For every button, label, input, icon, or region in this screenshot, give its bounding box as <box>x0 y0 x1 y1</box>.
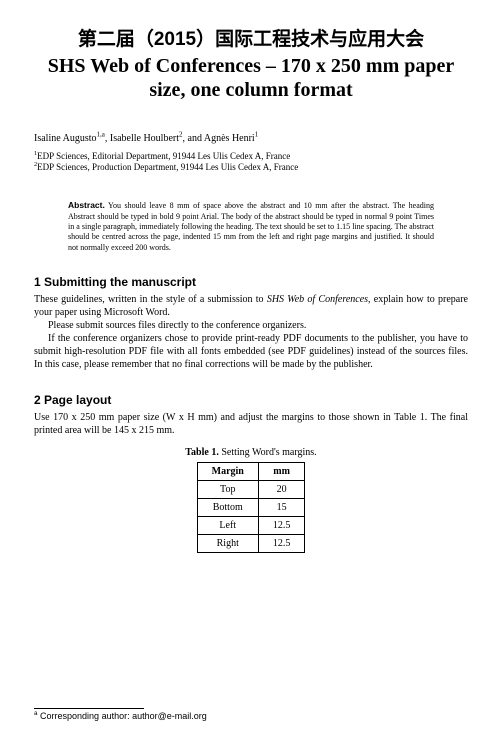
table-cell: Right <box>197 535 258 553</box>
affiliations: 1EDP Sciences, Editorial Department, 919… <box>34 151 468 174</box>
table-row: Top 20 <box>197 481 305 499</box>
authors-line: Isaline Augusto1,a, Isabelle Houlbert2, … <box>34 132 468 145</box>
title-english: SHS Web of Conferences – 170 x 250 mm pa… <box>34 54 468 102</box>
table-cell: Bottom <box>197 499 258 517</box>
affiliation-1: 1EDP Sciences, Editorial Department, 919… <box>34 151 468 163</box>
affiliation-2: 2EDP Sciences, Production Department, 91… <box>34 162 468 174</box>
section1-p1: These guidelines, written in the style o… <box>34 293 468 319</box>
section1-heading: 1 Submitting the manuscript <box>34 275 468 289</box>
table-head-row: Margin mm <box>197 463 305 481</box>
table-caption-text: Setting Word's margins. <box>221 447 316 458</box>
footer-area: a Corresponding author: author@e-mail.or… <box>34 694 468 722</box>
section1-p3: If the conference organizers chose to pr… <box>34 332 468 371</box>
table-caption-label: Table 1. <box>185 447 219 458</box>
title-chinese: 第二届（2015）国际工程技术与应用大会 <box>34 28 468 52</box>
abstract-text: You should leave 8 mm of space above the… <box>68 201 434 252</box>
table-cell: 15 <box>258 499 305 517</box>
table-head-mm: mm <box>258 463 305 481</box>
footnote-marker: a <box>34 710 38 717</box>
footnote: a Corresponding author: author@e-mail.or… <box>34 711 468 722</box>
table-row: Left 12.5 <box>197 517 305 535</box>
margins-table: Margin mm Top 20 Bottom 15 Left 12.5 Rig… <box>197 462 306 553</box>
table-head-margin: Margin <box>197 463 258 481</box>
table-row: Right 12.5 <box>197 535 305 553</box>
footnote-rule <box>34 708 144 709</box>
table-row: Bottom 15 <box>197 499 305 517</box>
footnote-text: Corresponding author: author@e-mail.org <box>40 711 207 721</box>
table-cell: 20 <box>258 481 305 499</box>
table-cell: Top <box>197 481 258 499</box>
table-cell: 12.5 <box>258 535 305 553</box>
abstract-block: Abstract. You should leave 8 mm of space… <box>68 200 434 253</box>
section2-heading: 2 Page layout <box>34 393 468 407</box>
abstract-heading: Abstract. <box>68 200 105 210</box>
table-cell: 12.5 <box>258 517 305 535</box>
page-root: 第二届（2015）国际工程技术与应用大会 SHS Web of Conferen… <box>0 0 502 738</box>
section2-p1: Use 170 x 250 mm paper size (W x H mm) a… <box>34 411 468 437</box>
section1-p2: Please submit sources files directly to … <box>34 319 468 332</box>
table-caption: Table 1. Setting Word's margins. <box>34 447 468 458</box>
table-cell: Left <box>197 517 258 535</box>
